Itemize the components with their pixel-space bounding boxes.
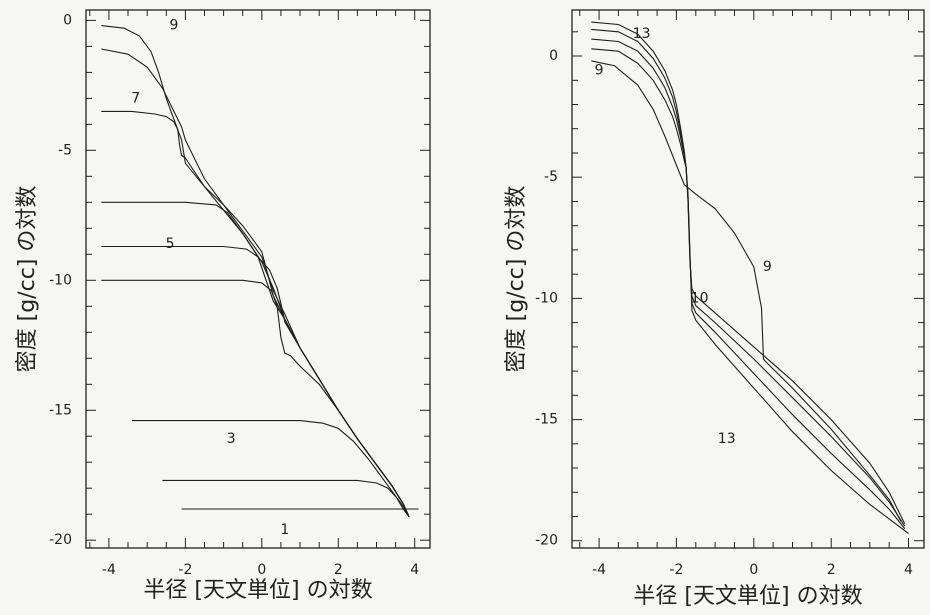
left-curve-label-4: 3 bbox=[227, 431, 236, 447]
left-y-tick-label: -10 bbox=[49, 272, 72, 288]
left-series-line-4 bbox=[101, 201, 410, 518]
right-x-tick-label: -2 bbox=[669, 562, 683, 578]
right-series-line-3 bbox=[591, 38, 906, 527]
right-curve-label-3: 9 bbox=[763, 259, 772, 275]
left-x-tick-label: 0 bbox=[257, 562, 266, 578]
right-annotation-group: 13 9 9 10 13 bbox=[595, 26, 772, 447]
left-series-line-8 bbox=[162, 479, 410, 518]
left-series-group bbox=[101, 25, 419, 518]
right-curve-label-2: 9 bbox=[595, 63, 604, 79]
right-y-tick-label: -15 bbox=[535, 412, 558, 428]
left-curve-label-1: 9 bbox=[169, 18, 178, 34]
right-y-axis-title: 密度 [g/cc] の対数 bbox=[504, 186, 529, 373]
left-series-line-3 bbox=[101, 110, 410, 518]
left-y-tick-label: -5 bbox=[58, 142, 72, 158]
left-x-axis-title: 半径 [天文単位] の対数 bbox=[143, 578, 372, 603]
left-y-axis-title: 密度 [g/cc] の対数 bbox=[15, 186, 40, 373]
left-series-line-1 bbox=[101, 25, 410, 518]
right-x-axis-title: 半径 [天文単位] の対数 bbox=[633, 584, 862, 609]
right-x-tick-label: 4 bbox=[904, 562, 913, 578]
left-series-line-5 bbox=[101, 245, 410, 518]
left-annotation-group: 9 7 5 3 1 bbox=[131, 18, 289, 538]
right-series-group bbox=[591, 21, 909, 534]
right-curve-label-5: 13 bbox=[718, 431, 736, 447]
left-series-line-6 bbox=[101, 279, 410, 518]
left-x-tick-label: 2 bbox=[334, 562, 343, 578]
left-tick-group: -4 -2 0 2 40-5-10-15-20 bbox=[49, 10, 430, 578]
right-plot-frame bbox=[571, 9, 925, 549]
left-curve-label-3: 5 bbox=[166, 236, 175, 252]
right-y-tick-label: -5 bbox=[544, 169, 558, 185]
right-series-line-1 bbox=[591, 60, 902, 522]
right-x-tick-label: 2 bbox=[827, 562, 836, 578]
right-x-tick-label: 0 bbox=[749, 562, 758, 578]
left-x-tick-label: 4 bbox=[410, 562, 419, 578]
right-y-tick-label: 0 bbox=[549, 48, 558, 64]
right-curve-label-4: 10 bbox=[691, 290, 709, 306]
right-x-tick-label: -4 bbox=[592, 562, 606, 578]
left-curve-label-5: 1 bbox=[280, 522, 289, 538]
right-y-tick-label: -20 bbox=[535, 533, 558, 549]
left-curve-label-2: 7 bbox=[131, 90, 140, 106]
left-x-tick-label: -2 bbox=[178, 562, 192, 578]
right-y-tick-label: -10 bbox=[535, 290, 558, 306]
left-y-tick-label: -20 bbox=[49, 532, 72, 548]
left-plot-frame bbox=[85, 9, 431, 549]
right-curve-label-1: 13 bbox=[633, 26, 651, 42]
right-series-line-5 bbox=[591, 21, 909, 534]
left-y-tick-label: 0 bbox=[63, 12, 72, 28]
right-series-line-4 bbox=[591, 28, 906, 529]
left-y-tick-label: -15 bbox=[49, 402, 72, 418]
left-x-tick-label: -4 bbox=[102, 562, 116, 578]
right-tick-group: -4 -2 0 2 40-5-10-15-20 bbox=[535, 10, 924, 578]
right-series-line-2 bbox=[591, 48, 906, 525]
left-series-line-7 bbox=[131, 420, 410, 518]
